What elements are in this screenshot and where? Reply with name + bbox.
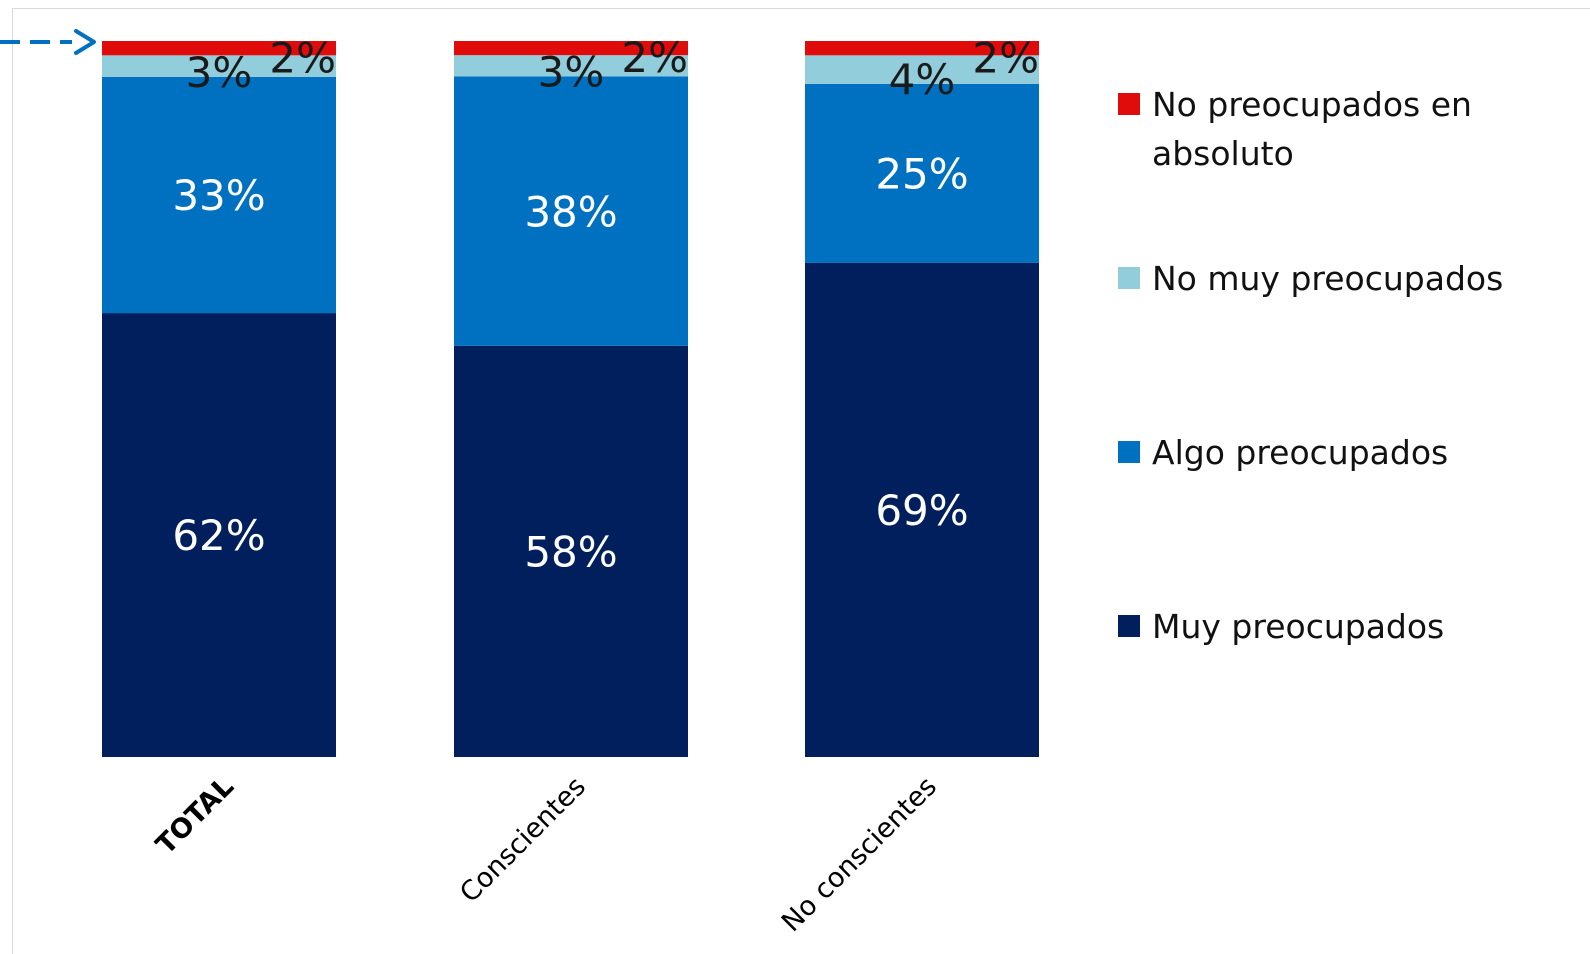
data-label: 3%	[538, 47, 605, 96]
legend-swatch-blue	[1118, 441, 1140, 463]
legend-swatch-red	[1118, 93, 1140, 115]
bar-segment	[805, 55, 1039, 84]
legend-label: Muy preocupados	[1152, 607, 1445, 646]
data-label: 4%	[889, 55, 956, 104]
data-label: 38%	[524, 187, 617, 236]
data-label: 62%	[172, 511, 265, 560]
legend-swatch-light-blue	[1118, 267, 1140, 289]
bar-segment	[454, 41, 688, 56]
data-label: 25%	[875, 150, 968, 199]
bar-segment	[805, 41, 1039, 56]
bar-segment	[102, 76, 336, 314]
data-label: 2%	[269, 33, 336, 82]
x-tick-label: Conscientes	[454, 771, 592, 909]
bar-segment	[454, 55, 688, 77]
legend-swatch-navy	[1118, 615, 1140, 637]
legend-label: No preocupados en absoluto	[1152, 85, 1472, 173]
bar-segment	[805, 83, 1039, 263]
legend-item-muy-preocupados: Muy preocupados	[1118, 602, 1552, 651]
bar-segment	[805, 262, 1039, 757]
data-label: 2%	[621, 33, 688, 82]
bar-segment	[102, 41, 336, 56]
data-label: 69%	[875, 486, 968, 535]
legend-label: No muy preocupados	[1152, 259, 1504, 298]
data-label: 33%	[172, 171, 265, 220]
data-label: 3%	[186, 48, 253, 97]
chart-frame	[12, 8, 1590, 954]
bar-segment	[102, 313, 336, 757]
bar-segment	[102, 55, 336, 77]
data-label: 58%	[524, 528, 617, 577]
legend-item-no-preocupados-en-absoluto: No preocupados en absoluto	[1118, 80, 1552, 178]
bar-segment	[454, 76, 688, 346]
legend-item-no-muy-preocupados: No muy preocupados	[1118, 254, 1552, 303]
x-tick-label: No conscientes	[776, 771, 943, 938]
data-label: 2%	[972, 33, 1039, 82]
bar-segment	[454, 345, 688, 757]
x-tick-label: TOTAL	[150, 771, 240, 861]
legend-item-algo-preocupados: Algo preocupados	[1118, 428, 1552, 477]
legend-label: Algo preocupados	[1152, 433, 1449, 472]
arrow-head-icon	[74, 29, 96, 55]
